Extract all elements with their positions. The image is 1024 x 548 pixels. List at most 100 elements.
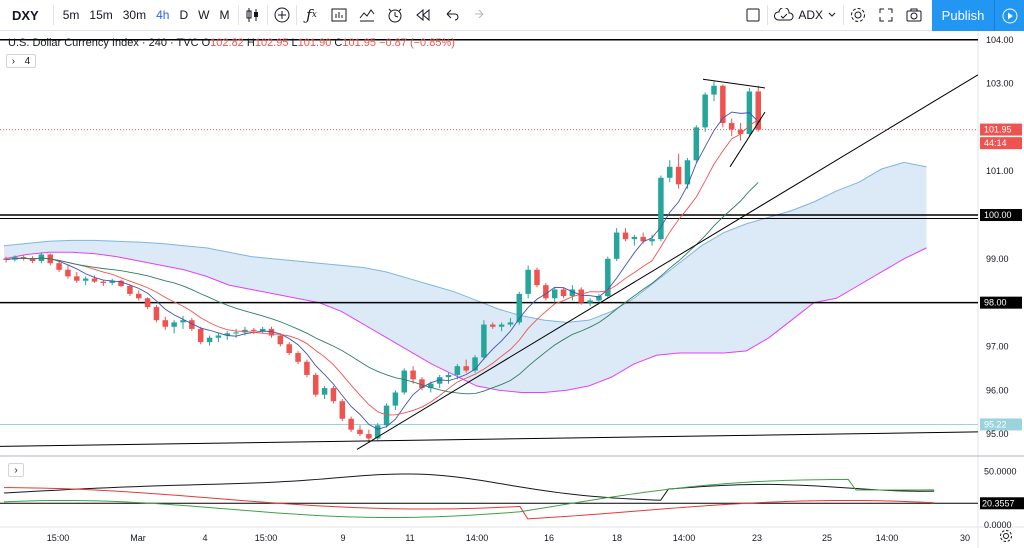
price-badge-label: 100.00 [984, 210, 1012, 220]
legend-high-label: H [246, 37, 255, 49]
legend-close-label: C [334, 37, 343, 49]
timeframe-30m[interactable]: 30m [122, 8, 147, 22]
candle-body [206, 337, 213, 343]
candle-body [737, 129, 744, 134]
time-axis-label: 30 [960, 533, 970, 543]
cloud-segment [791, 201, 814, 321]
timeframe-m[interactable]: M [219, 8, 230, 22]
timeframe-d[interactable]: D [179, 8, 189, 22]
chart-settings-gear-icon[interactable] [998, 528, 1014, 544]
price-badge [980, 123, 1022, 136]
cloud-segment [71, 240, 94, 254]
candle-body [56, 263, 62, 270]
timeframe-15m[interactable]: 15m [89, 8, 113, 22]
candle-body [551, 289, 558, 299]
time-axis-label: 9 [340, 533, 345, 543]
candle-body [702, 94, 708, 128]
cloud-segment [499, 309, 522, 393]
cloud-segment [769, 210, 792, 338]
moving-average-line [5, 111, 759, 430]
toolbar-divider [52, 5, 54, 25]
candle-body [268, 328, 275, 336]
candle-body [357, 429, 363, 435]
camera-snapshot-icon[interactable] [900, 0, 928, 31]
settings-gear-icon[interactable] [844, 0, 872, 31]
legend-open-value: 102.82 [210, 37, 244, 49]
timeframe-4h[interactable]: 4h [156, 8, 170, 22]
candle-body [578, 289, 584, 303]
chevron-icon: › [11, 55, 16, 67]
fullscreen-icon[interactable] [872, 0, 900, 31]
play-icon[interactable] [994, 0, 1024, 31]
cloud-segment [274, 258, 297, 299]
time-axis-label: 4 [202, 533, 207, 543]
price-badge-label: 44:14 [984, 138, 1007, 148]
alert-clock-icon[interactable] [381, 0, 409, 31]
cloud-segment [746, 217, 769, 351]
cloud-segment [859, 169, 882, 286]
indicator-legend-toggle[interactable]: › [8, 463, 24, 477]
timeframe-5m[interactable]: 5m [62, 8, 80, 22]
cloud-segment [296, 261, 319, 303]
layout-square-icon[interactable] [739, 0, 767, 31]
candle-body [472, 357, 478, 371]
cloud-segment [476, 300, 499, 391]
candle-body [189, 320, 195, 329]
replay-icon[interactable] [409, 0, 437, 31]
cloud-segment [881, 162, 904, 272]
price-badge-label: 95.22 [984, 419, 1007, 429]
candle-body [215, 335, 222, 338]
toolbar-divider [296, 5, 298, 25]
time-axis-label: 25 [822, 533, 832, 543]
candle-body [667, 166, 673, 178]
candle-body [171, 322, 177, 327]
candle-body [277, 335, 284, 345]
time-axis-label: 14:00 [876, 533, 899, 543]
time-axis-label: 14:00 [466, 533, 489, 543]
candle-style-icon[interactable] [239, 0, 267, 31]
cloud-segment [94, 240, 117, 257]
candle-body [144, 298, 151, 308]
toolbar-divider [767, 5, 769, 25]
candle-body [233, 332, 239, 334]
trend-line [729, 111, 766, 168]
cloud-segment [431, 285, 454, 375]
symbol-search[interactable]: DXY [12, 7, 39, 23]
candle-body [613, 232, 620, 259]
cloud-segment [701, 232, 724, 354]
cloud-segment [386, 271, 409, 351]
financials-icon[interactable] [325, 0, 353, 31]
candle-body [419, 379, 425, 389]
candle-body [348, 418, 354, 430]
candle-body [684, 160, 691, 185]
cloud-check-icon [774, 8, 794, 21]
price-badge-label: 98.00 [984, 298, 1007, 308]
candle-body [321, 388, 328, 395]
indicator-badge [980, 497, 1024, 510]
candle-body [543, 285, 549, 299]
di-minus-line [3, 487, 935, 520]
legend-title: U.S. Dollar Currency Index · 240 · TVC [8, 37, 199, 49]
candle-body [180, 320, 186, 323]
cloud-segment [634, 280, 657, 364]
candle-body [728, 123, 735, 130]
candle-body [339, 401, 346, 419]
candle-body [693, 127, 700, 161]
chevron-icon: › [14, 464, 18, 476]
candle-body [127, 286, 133, 294]
candle-body [100, 281, 107, 283]
candle-body [622, 232, 629, 240]
cloud-layout-button[interactable]: ADX [768, 0, 843, 31]
candle-body [20, 257, 27, 259]
time-axis-label: 15:00 [47, 533, 70, 543]
undo-icon[interactable] [437, 0, 465, 31]
price-chart[interactable]: 104.00 103.00 101.00 99.00 97.00 96.00 95.00 10… [0, 31, 1024, 548]
publish-button[interactable]: Publish [932, 0, 994, 31]
legend-collapse-button[interactable]: › 4 [6, 54, 36, 68]
candle-body [197, 328, 204, 343]
timeframe-w[interactable]: W [198, 8, 210, 22]
compare-add-icon[interactable] [268, 0, 296, 31]
templates-icon[interactable] [353, 0, 381, 31]
redo-icon[interactable] [465, 0, 493, 31]
